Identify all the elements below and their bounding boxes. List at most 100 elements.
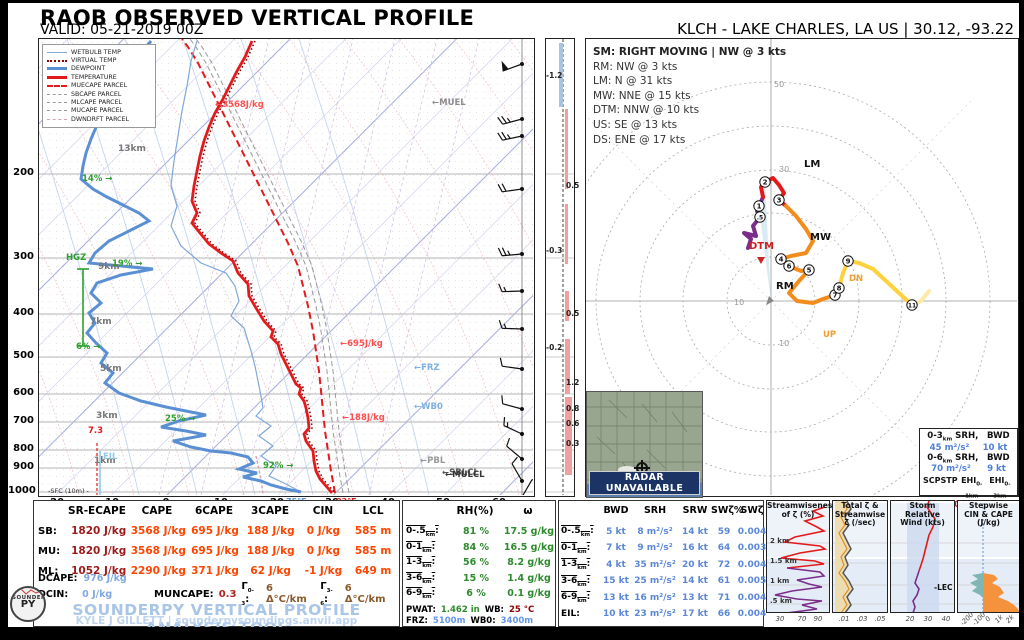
wind-barb [506, 437, 524, 461]
srh-box-row: 70 m²/s² 9 kt [920, 464, 1017, 474]
kinematics-value: 64 [717, 543, 731, 554]
thermo-row: ML: 1052 J/kg 2290 J/kg 371 J/kg 62 J/kg -1 J… [36, 565, 398, 577]
motion-label-up: UP [823, 330, 837, 340]
sounderpy-logo: SOUNDER PY [10, 586, 46, 622]
mini-panel-4: Stepwise CIN & CAPE (J/kg) [957, 500, 1020, 613]
thermo-value: 585 m [354, 525, 392, 537]
omega-strip [545, 38, 575, 497]
wb0-value: 3400m [500, 616, 534, 626]
dcape-label: DCAPE: [38, 573, 78, 584]
storm-motion-line: US: SE @ 13 kts [593, 118, 678, 131]
srh-box-header: EHI0-3km [989, 476, 1011, 500]
kinematics-row: 0-1km: 7 kt 9 m²/s² 16 kt 64 0.003 [561, 543, 767, 555]
legend-item: MUCAPE PARCEL [47, 107, 151, 115]
hodo-height-marker: 2 [759, 176, 771, 188]
kinematics-value: 13 kt [682, 592, 708, 603]
frame-left [0, 0, 8, 640]
kinematics-value: 66 [717, 608, 731, 619]
pressure-tick-label: 300 [13, 251, 34, 262]
mini-ylabel: 1.5 km [770, 557, 797, 565]
motion-label-dtm: DTM [749, 241, 775, 252]
thermo-row-label: ML: [38, 565, 59, 577]
wind-barb [503, 416, 524, 436]
lec-note: -LEC [934, 583, 953, 592]
kinematics-header: SRW [682, 505, 708, 516]
thermo-header: 3CAPE [250, 505, 289, 517]
srh-box-row: 0-3km SRH, BWD [920, 431, 1017, 443]
svg-text:2: 2 [763, 179, 768, 187]
frame-bottom [0, 627, 1024, 640]
kinematics-value: 8 m²/s² [637, 526, 673, 537]
kinematics-value: 59 [717, 526, 731, 537]
svg-text:11: 11 [908, 303, 916, 310]
storm-motion-info: SM: RIGHT MOVING | NW @ 3 kts RM: NW @ 3 … [593, 45, 786, 147]
motion-label-lm: LM [804, 159, 821, 170]
svg-text:1: 1 [757, 203, 762, 211]
svg-text:4: 4 [779, 256, 784, 264]
svg-text:9: 9 [846, 258, 851, 266]
skewt-legend: WETBULB TEMP VIRTUAL TEMP DEWPOINT TEMPERAT… [42, 44, 156, 128]
thermo-header-row: SR-ECAPE CAPE 6CAPE 3CAPE CIN LCL [36, 505, 398, 517]
thermo-header: SR-ECAPE [68, 505, 126, 517]
storm-motion-line: DS: ENE @ 17 kts [593, 133, 686, 146]
mini-xtick: 30 [775, 615, 785, 623]
thermo-value: 62 J/kg [250, 565, 291, 577]
thermo-value: -1 J/kg [304, 565, 343, 577]
svg-text:3: 3 [777, 197, 782, 205]
legend-label: DEWPOINT [71, 65, 106, 73]
mini-xtick: 40 [941, 615, 951, 623]
hodo-height-marker: 9 [842, 255, 854, 267]
mini-xtick: 70 [797, 615, 807, 623]
kinematics-row: 6-9km: 13 kt 16 m²/s² 13 kt 71 0.004 [561, 592, 767, 604]
mini-panel-1: 2 km 1.5 km 1 km .5 km Streamwiseness of ζ (%… [766, 500, 837, 613]
motion-label-dn: DN [849, 274, 864, 284]
kinematics-value: 0.004 [737, 559, 767, 570]
frz-value: 5100m [432, 616, 466, 626]
mini-panel-title: Stepwise CIN & CAPE (J/kg) [964, 501, 1013, 527]
wb0-label: WB0: [470, 616, 496, 626]
srh-box-cell: 0-3km SRH, [927, 431, 979, 443]
kinematics-row-label: 3-6km: [561, 575, 591, 588]
thermo-row: MU: 1820 J/kg 3568 J/kg 695 J/kg 188 J/kg 0 J… [36, 545, 398, 557]
moisture-row-label: 1-3km: [406, 557, 436, 569]
mini-xtick: 2k [1004, 613, 1016, 625]
thermo-header: LCL [362, 505, 384, 517]
storm-motion-line: DTM: NNW @ 10 kts [593, 104, 700, 117]
legend-swatch [47, 51, 67, 53]
svg-text:7: 7 [833, 292, 838, 300]
legend-swatch [47, 67, 67, 71]
kinematics-value: 13 kt [603, 592, 629, 603]
legend-label: TEMPERATURE [71, 73, 117, 81]
ring-label: 50 [774, 80, 784, 89]
wind-barb [498, 320, 524, 331]
kinematics-value: 0.004 [737, 592, 767, 603]
srh-box-row: 45 m²/s² 10 kt [920, 443, 1017, 453]
srh-box-cell: 0-6km SRH, [927, 452, 979, 465]
omega-mix-value: 17.5 g/kg [503, 526, 555, 538]
kinematics-row-label: 0-1km: [561, 542, 591, 555]
mini-panel-plot [767, 503, 829, 612]
pressure-tick-label: 400 [13, 307, 34, 318]
legend-label: WETBULB TEMP [71, 48, 121, 56]
kinematics-value: 72 [717, 559, 731, 570]
legend-swatch [47, 118, 67, 120]
kinematics-value: 10 kt [603, 608, 629, 619]
kinematics-value: 14 kt [682, 576, 708, 587]
kinematics-value: 61 [717, 576, 731, 587]
legend-label: MUCAPE PARCEL [71, 107, 124, 115]
mini-panel-plot [958, 503, 1019, 612]
legend-swatch [47, 75, 67, 79]
hodo-height-marker: 3 [773, 194, 785, 206]
legend-item: MUECAPE PARCEL [47, 82, 151, 90]
footer-credit: KYLE J GILLETT | sounderpysoundings.anvi… [75, 615, 358, 627]
muncape-label: MUNCAPE: [154, 588, 214, 600]
pressure-tick-label: 700 [13, 415, 34, 426]
legend-swatch [47, 59, 67, 62]
kinematics-header: SWζ [740, 505, 764, 516]
legend-label: MLCAPE PARCEL [71, 99, 123, 107]
ring-label: 10 [734, 298, 744, 307]
dcin-row: DCIN: 0 J/kg [38, 589, 112, 600]
dcape-row: DCAPE: 976 J/kg [38, 573, 127, 584]
storm-motion-line: MW: NNE @ 15 kts [593, 89, 691, 102]
moisture-row-label: 0-1km: [406, 541, 436, 554]
